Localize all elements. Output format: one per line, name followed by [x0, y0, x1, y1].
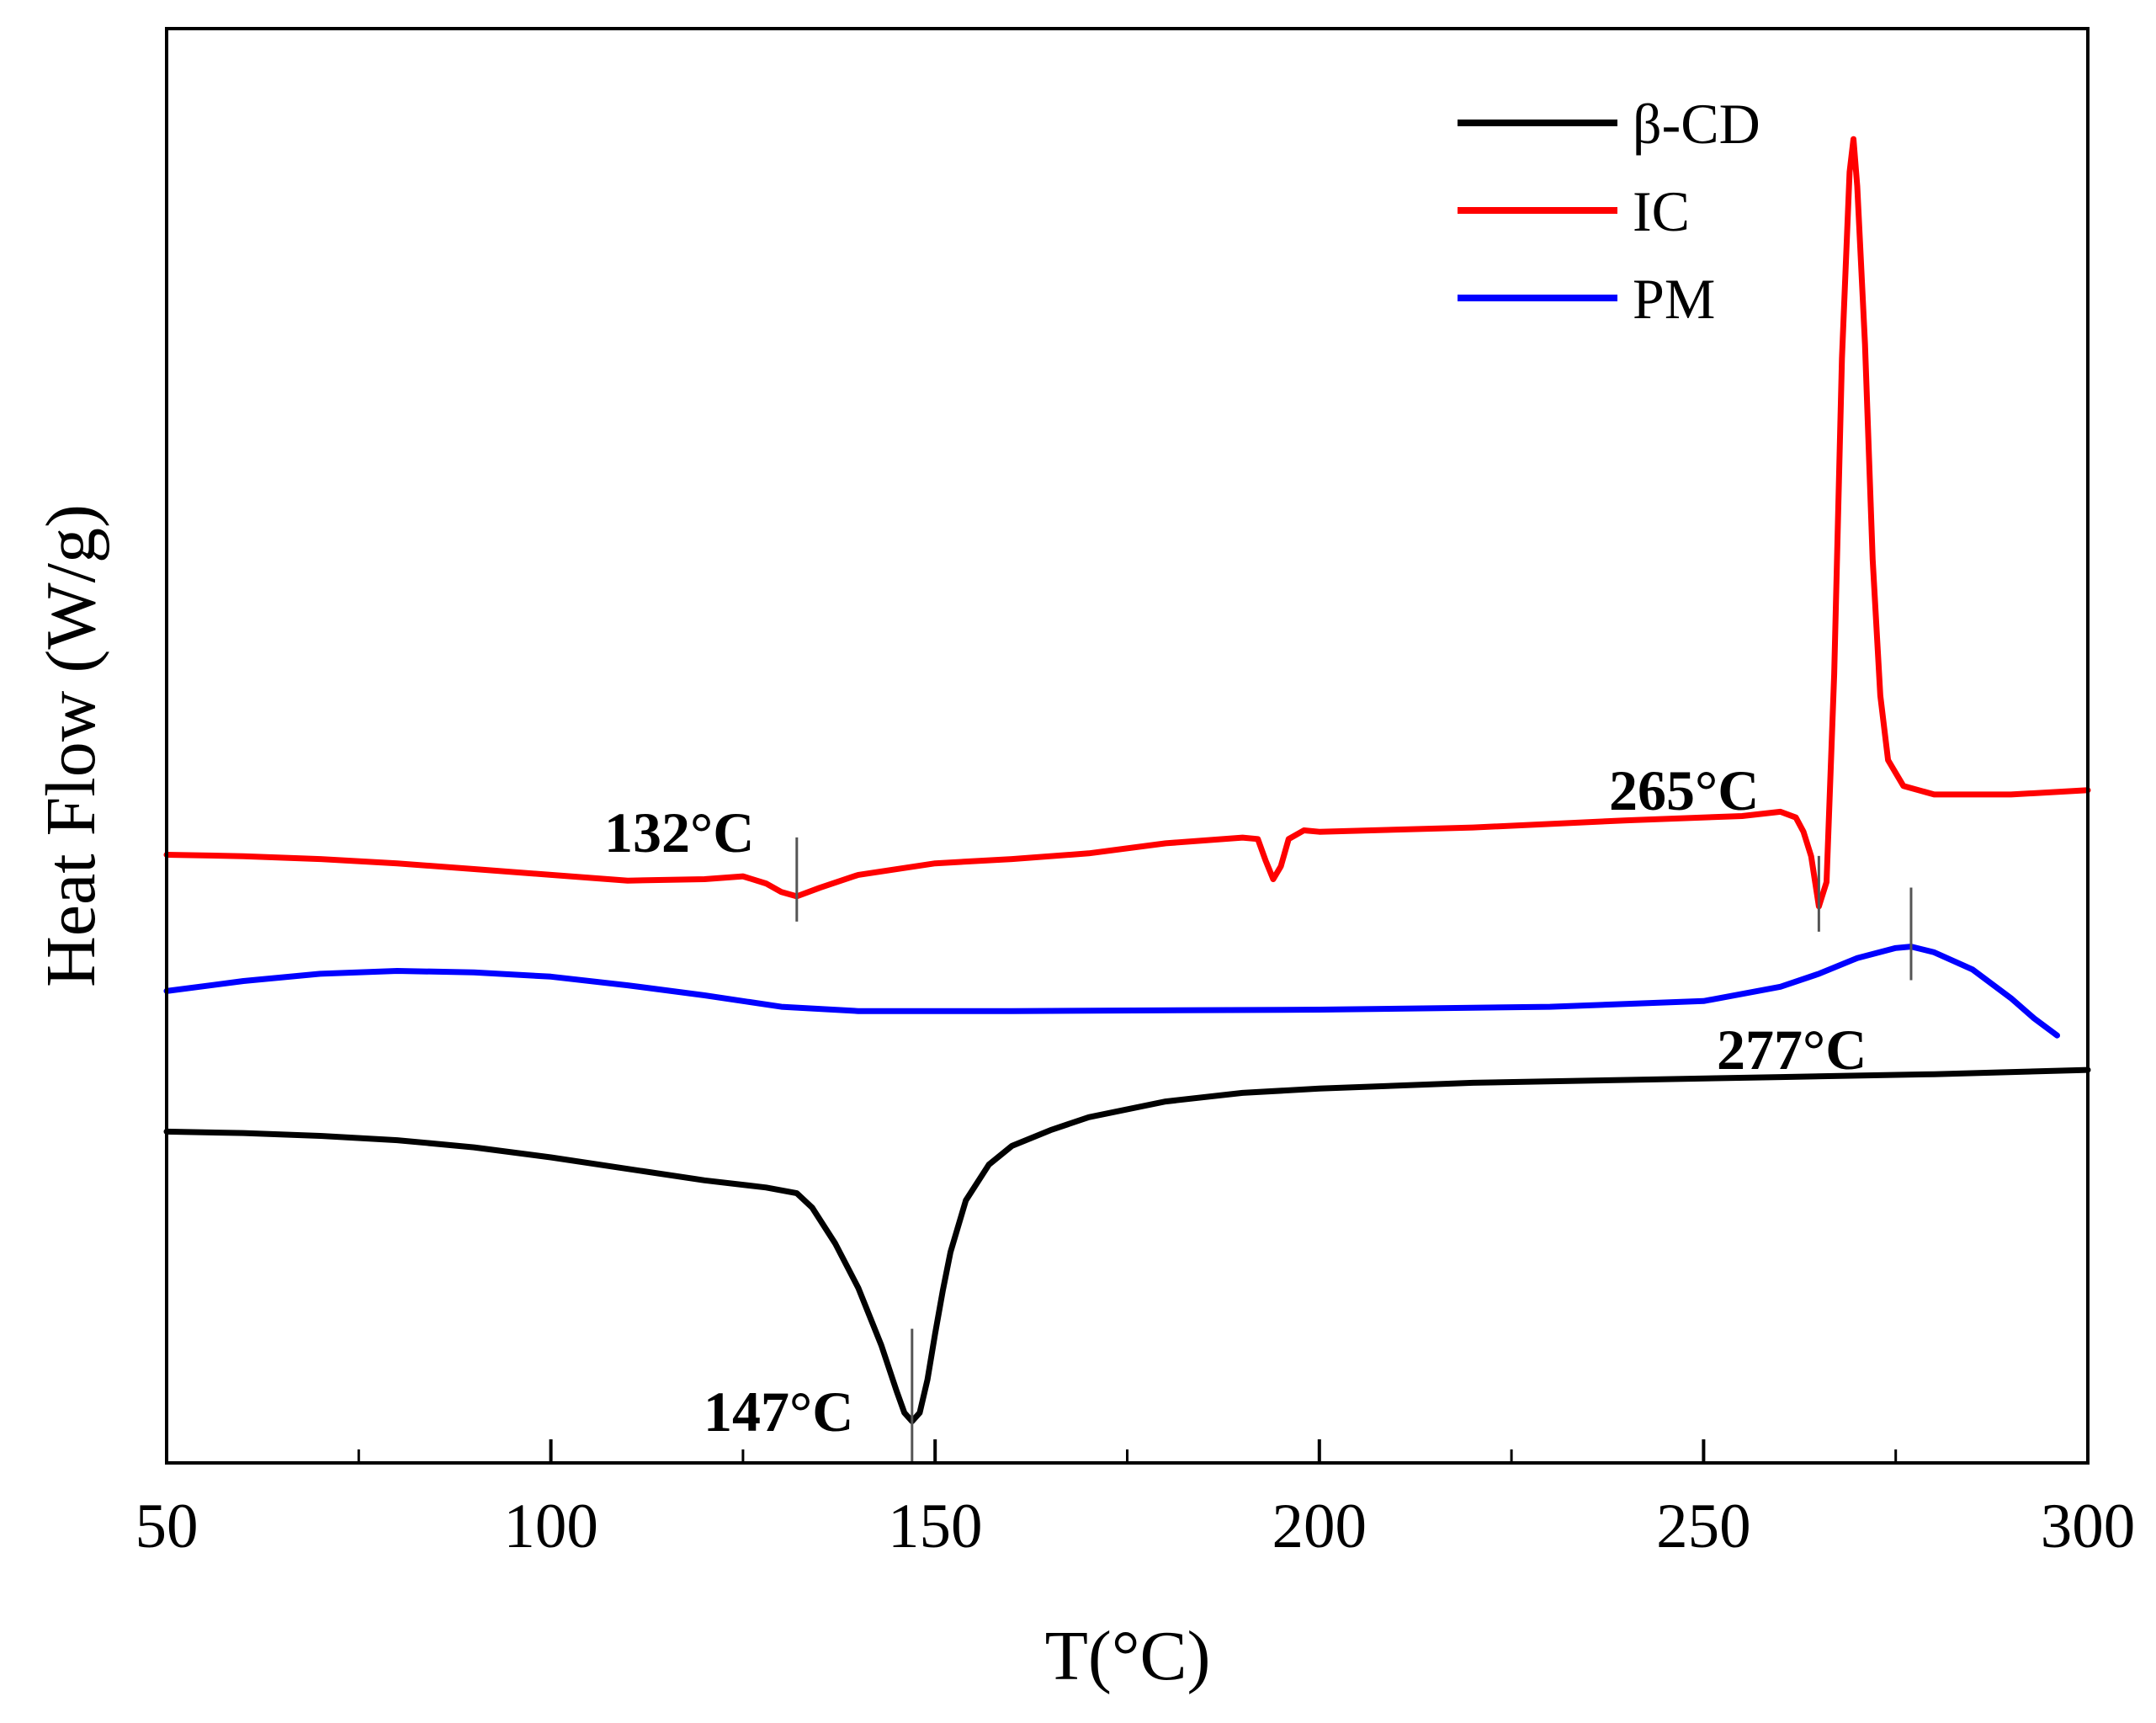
x-tick-label: 300	[2041, 1492, 2136, 1561]
legend-label-pm: PM	[1633, 267, 1715, 331]
legend-label-ic: IC	[1633, 179, 1690, 243]
annotation-147c: 147°C	[704, 1380, 853, 1444]
series-line-ic	[163, 136, 2091, 910]
x-tick-label: 50	[135, 1492, 199, 1561]
x-tick-label: 100	[503, 1492, 598, 1561]
series-line-pm	[163, 944, 2060, 1039]
x-tick-label: 200	[1272, 1492, 1367, 1561]
x-axis-ticks: 50 100 150 200 250 300	[135, 1439, 2136, 1561]
annotation-132c: 132°C	[604, 800, 754, 864]
x-tick-label: 150	[888, 1492, 983, 1561]
legend: β-CD IC PM	[1458, 92, 1760, 331]
annotation-277c: 277°C	[1717, 1018, 1867, 1082]
series-layer	[163, 136, 2091, 1425]
plot-frame	[165, 27, 2090, 1465]
annotation-markers	[795, 837, 1913, 1464]
annotation-265c: 265°C	[1609, 758, 1759, 822]
legend-label-beta-cd: β-CD	[1633, 92, 1760, 156]
x-tick-label: 250	[1656, 1492, 1751, 1561]
x-axis-label: T(°C)	[1045, 1617, 1211, 1695]
series-line-beta-cd	[163, 1066, 2091, 1425]
y-axis-label: Heat Flow (W/g)	[32, 504, 110, 987]
